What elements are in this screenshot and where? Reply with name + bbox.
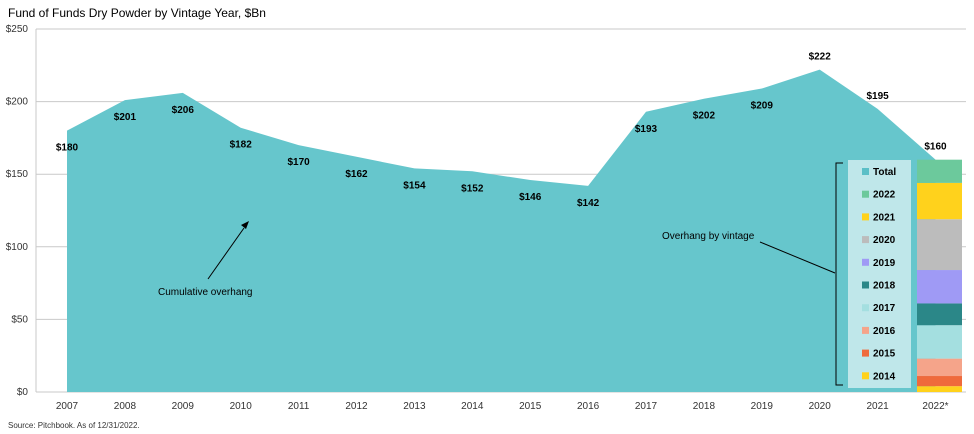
legend-swatch-2022 (862, 190, 869, 198)
x-tick-label: 2018 (693, 401, 716, 412)
data-label: $222 (809, 52, 832, 63)
x-tick-label: 2012 (345, 401, 368, 412)
legend-swatch-2015 (862, 349, 869, 357)
x-tick-label: 2010 (230, 401, 253, 412)
legend-label-2018: 2018 (873, 281, 896, 292)
legend-label-2022: 2022 (873, 190, 896, 201)
legend-swatch-2018 (862, 281, 869, 289)
bar-segment-2014 (917, 386, 962, 392)
x-tick-label: 2009 (172, 401, 195, 412)
x-tick-label: 2016 (577, 401, 600, 412)
y-tick-label: $200 (6, 97, 29, 108)
x-tick-label: 2022* (922, 401, 948, 412)
legend-bracket (835, 162, 843, 386)
annotation-vintage-line (759, 241, 836, 274)
y-tick-label: $250 (6, 24, 29, 35)
data-label: $160 (924, 142, 947, 153)
data-label: $162 (345, 169, 368, 180)
data-label: $195 (866, 91, 889, 102)
x-tick-label: 2015 (519, 401, 542, 412)
legend-label-2020: 2020 (873, 235, 896, 246)
x-tick-label: 2019 (751, 401, 774, 412)
annotation-arrowhead (241, 221, 249, 229)
y-tick-label: $0 (17, 387, 29, 398)
annotation-vintage: Overhang by vintage (662, 231, 755, 242)
data-label: $154 (403, 180, 426, 191)
data-label: $209 (751, 101, 774, 112)
data-label: $170 (287, 157, 310, 168)
legend-swatch-2020 (862, 236, 869, 244)
x-tick-label: 2008 (114, 401, 137, 412)
legend-label-2021: 2021 (873, 212, 896, 223)
legend-label-2017: 2017 (873, 303, 896, 314)
x-tick-label: 2007 (56, 401, 79, 412)
legend-swatch-2019 (862, 258, 869, 266)
data-label: $206 (172, 105, 195, 116)
x-tick-label: 2014 (461, 401, 484, 412)
data-label: $180 (56, 143, 79, 154)
x-tick-label: 2011 (288, 401, 310, 412)
bar-segment-2015 (917, 376, 962, 387)
legend-panel (848, 160, 911, 388)
data-label: $202 (693, 111, 716, 122)
bar-segment-2017 (917, 325, 962, 359)
bar-segment-2019 (917, 270, 962, 304)
x-tick-label: 2013 (403, 401, 426, 412)
bar-segment-2020 (917, 219, 962, 271)
source-note: Source: Pitchbook. As of 12/31/2022. (8, 421, 140, 430)
y-tick-label: $150 (6, 169, 29, 180)
data-label: $152 (461, 183, 484, 194)
y-tick-label: $100 (6, 242, 29, 253)
annotation-cumulative: Cumulative overhang (158, 287, 253, 298)
legend-swatch-2014 (862, 372, 869, 380)
legend-swatch-2016 (862, 326, 869, 334)
y-tick-label: $50 (11, 314, 28, 325)
data-label: $182 (230, 140, 253, 151)
legend-label-2015: 2015 (873, 349, 896, 360)
bar-segment-2016 (917, 358, 962, 377)
legend-label-2016: 2016 (873, 326, 896, 337)
data-label: $146 (519, 192, 542, 203)
data-label: $142 (577, 198, 600, 209)
data-label: $201 (114, 112, 137, 123)
x-tick-label: 2021 (866, 401, 889, 412)
legend-swatch-2017 (862, 304, 869, 312)
legend-swatch-Total (862, 168, 869, 175)
chart-title: Fund of Funds Dry Powder by Vintage Year… (8, 6, 266, 20)
legend-label-Total: Total (873, 167, 896, 178)
bar-segment-2018 (917, 303, 962, 326)
legend-label-2019: 2019 (873, 258, 896, 269)
x-tick-label: 2020 (809, 401, 832, 412)
legend-label-2014: 2014 (873, 371, 896, 382)
legend-swatch-2021 (862, 213, 869, 221)
bar-segment-2022 (917, 159, 962, 183)
x-tick-label: 2017 (635, 401, 658, 412)
cumulative-overhang-area (67, 69, 936, 392)
bar-segment-2021 (917, 182, 962, 220)
annotation-arrow-line (207, 227, 245, 280)
data-label: $193 (635, 124, 658, 135)
